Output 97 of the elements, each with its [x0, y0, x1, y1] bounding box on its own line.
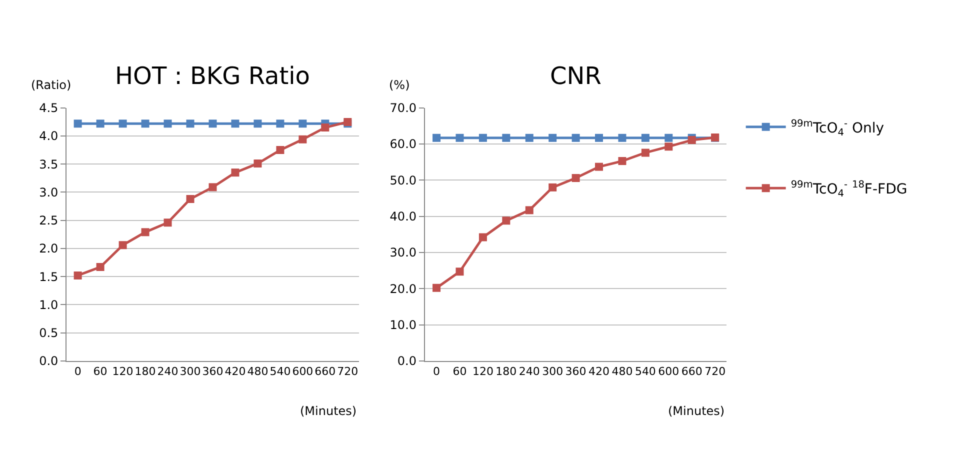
x-tick-label: 660: [681, 365, 702, 378]
x-tick-label: 240: [518, 365, 540, 378]
y-tick-label: 0.0: [39, 354, 58, 368]
point: [231, 120, 240, 128]
point: [118, 120, 127, 128]
point: [141, 228, 150, 236]
point: [231, 168, 240, 177]
x-tick-label: 420: [588, 365, 610, 378]
y-tick-label: 3.0: [39, 185, 58, 200]
point: [618, 134, 626, 142]
y-axis-title: (Ratio): [31, 78, 72, 92]
point: [276, 146, 284, 154]
point: [164, 218, 172, 227]
point: [618, 157, 626, 166]
y-tick-label: 40.0: [390, 210, 417, 224]
x-tick-label: 360: [202, 365, 224, 378]
point: [595, 134, 604, 142]
legend-label: $^{99m}$TcO$_{4}$$^{-}$ Only: [790, 118, 884, 138]
point: [502, 134, 510, 142]
x-axis-title: (Minutes): [668, 404, 725, 418]
x-tick-label: 480: [612, 365, 633, 378]
y-tick-label: 30.0: [390, 246, 417, 260]
x-tick-label: 600: [658, 365, 680, 378]
point: [641, 134, 650, 142]
x-tick-label: 720: [704, 365, 726, 378]
chart-title: CNR: [550, 62, 602, 90]
x-axis-title: (Minutes): [300, 404, 357, 418]
chart-title: HOT : BKG Ratio: [115, 62, 310, 90]
point: [74, 120, 82, 128]
point: [432, 134, 441, 142]
x-tick-label: 0: [74, 365, 82, 378]
x-tick-label: 180: [496, 365, 517, 378]
x-tick-label: 240: [157, 365, 178, 378]
y-tick-label: 4.0: [39, 129, 58, 144]
x-tick-label: 540: [270, 365, 291, 378]
point: [298, 135, 307, 144]
y-tick-label: 10.0: [390, 318, 417, 332]
point: [641, 148, 650, 157]
x-tick-label: 60: [452, 365, 467, 378]
x-tick-label: 540: [634, 365, 656, 378]
point: [525, 134, 534, 142]
point: [118, 241, 127, 250]
point: [572, 174, 580, 182]
point: [96, 120, 104, 128]
y-tick-label: 1.5: [39, 270, 58, 284]
point: [254, 120, 262, 128]
point: [548, 183, 557, 192]
point: [276, 120, 284, 128]
point: [595, 162, 604, 171]
y-axis-title: (%): [389, 78, 410, 92]
y-tick-label: 2.5: [39, 214, 58, 228]
x-tick-label: 180: [134, 365, 156, 378]
y-tick-label: 3.5: [39, 157, 58, 172]
point: [186, 120, 194, 128]
point: [548, 134, 557, 142]
point: [664, 134, 673, 142]
y-tick-label: 50.0: [390, 173, 417, 188]
point: [688, 136, 696, 144]
x-tick-label: 0: [433, 365, 440, 378]
point: [502, 216, 510, 225]
x-tick-label: 660: [314, 365, 336, 378]
y-tick-label: 4.5: [39, 101, 58, 116]
y-tick-label: 20.0: [390, 282, 417, 296]
point: [74, 271, 82, 280]
x-tick-label: 120: [112, 365, 134, 378]
y-tick-label: 70.0: [390, 101, 417, 116]
x-tick-label: 360: [565, 365, 586, 378]
x-tick-label: 420: [224, 365, 246, 378]
x-tick-label: 600: [292, 365, 314, 378]
point: [186, 194, 194, 203]
point: [478, 233, 487, 242]
point: [208, 120, 217, 128]
point: [254, 160, 262, 168]
x-tick-label: 300: [180, 365, 201, 378]
y-tick-label: 60.0: [390, 137, 417, 152]
point: [456, 134, 464, 142]
x-tick-label: 60: [93, 365, 108, 378]
y-tick-label: 2.0: [39, 242, 58, 256]
point: [96, 263, 104, 272]
point: [456, 268, 464, 276]
point: [208, 183, 217, 192]
point: [525, 206, 534, 214]
point: [432, 284, 441, 292]
point: [572, 134, 580, 142]
x-tick-label: 720: [337, 365, 358, 378]
y-tick-label: 0.5: [39, 326, 58, 340]
y-tick-label: 0.0: [397, 354, 417, 368]
point: [478, 134, 487, 142]
x-tick-label: 120: [472, 365, 494, 378]
point: [164, 120, 172, 128]
x-tick-label: 300: [542, 365, 564, 378]
point: [664, 142, 673, 151]
point: [321, 124, 330, 132]
point: [141, 120, 150, 128]
x-tick-label: 480: [247, 365, 268, 378]
y-tick-label: 1.0: [39, 298, 58, 312]
point: [298, 120, 307, 128]
